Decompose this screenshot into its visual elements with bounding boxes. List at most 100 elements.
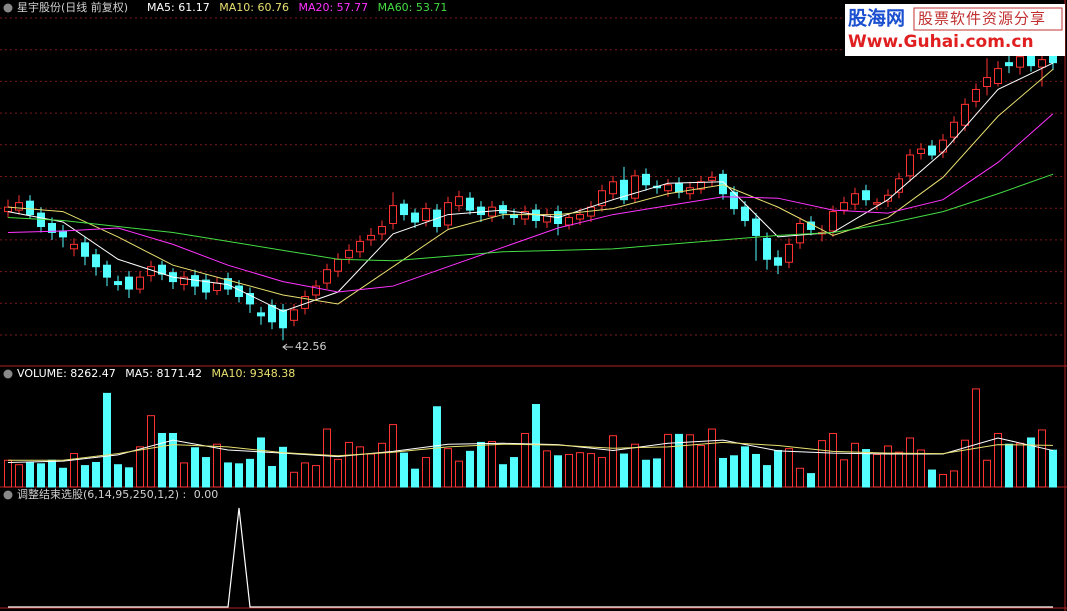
candle-body — [972, 88, 980, 102]
header-icon[interactable] — [3, 369, 13, 379]
volume-bar — [642, 459, 650, 488]
header-icon[interactable] — [3, 3, 13, 13]
volume-bar — [191, 447, 199, 488]
candle-body — [59, 230, 67, 238]
volume-bar — [675, 433, 683, 488]
indicator-line — [8, 507, 1053, 608]
volume-bar — [587, 453, 595, 488]
volume-bar — [114, 464, 122, 488]
volume-bar — [1049, 449, 1057, 488]
volume-bar — [598, 457, 606, 488]
volume-bar — [785, 448, 793, 488]
candle-body — [620, 179, 628, 201]
volume-bar — [664, 433, 672, 488]
volume-bar — [950, 470, 958, 488]
volume-bar — [763, 465, 771, 488]
volume-bar — [697, 445, 705, 488]
candle-body — [664, 184, 672, 192]
volume-bar — [235, 463, 243, 488]
candle-body — [719, 173, 727, 195]
volume-bar — [246, 458, 254, 488]
candle-body — [114, 281, 122, 286]
volume-bar — [774, 449, 782, 488]
legend-value: 8171.42 — [157, 367, 203, 380]
candle-body — [466, 197, 474, 211]
volume-bar — [653, 458, 661, 488]
watermark-logo: 股海网 — [848, 7, 905, 30]
volume-bar — [279, 446, 287, 488]
volume-bar — [411, 468, 419, 488]
volume-bar — [367, 453, 375, 488]
volume-bar — [510, 457, 518, 488]
volume-bar — [928, 469, 936, 488]
legend-value: 9348.38 — [250, 367, 296, 380]
legend-name: MA10: — [219, 1, 254, 14]
candle-body — [763, 237, 771, 260]
low-arrow-head — [282, 343, 288, 351]
candle-body — [950, 121, 958, 138]
volume-bar — [477, 441, 485, 488]
volume-bar — [103, 392, 111, 488]
legend-name: 调整结束选股(6,14,95,250,1,2) : — [17, 487, 186, 501]
legend-name: MA20: — [298, 1, 333, 14]
legend-name: MA5: — [147, 1, 175, 14]
header-icon[interactable] — [3, 490, 13, 500]
volume-bar — [1005, 443, 1013, 488]
candle-body — [312, 285, 320, 296]
volume-bar — [851, 442, 859, 488]
candle-body — [785, 243, 793, 263]
candle-body — [136, 276, 144, 290]
volume-bar — [807, 473, 815, 488]
volume-bar — [202, 457, 210, 488]
volume-bar — [323, 428, 331, 488]
candle-body — [521, 211, 529, 220]
legend-name: MA60: — [378, 1, 413, 14]
candle-body — [1038, 59, 1046, 68]
watermark-slogan: 股票软件资源分享 — [918, 10, 1046, 28]
volume-bar — [895, 451, 903, 488]
volume-bar — [356, 446, 364, 488]
volume-bar — [906, 437, 914, 488]
volume-legend: VOLUME: 8262.47 MA5: 8171.42 MA10: 9348.… — [17, 367, 295, 380]
candle-body — [939, 139, 947, 153]
volume-bar — [554, 455, 562, 488]
ma-line — [7, 68, 1054, 305]
candle-body — [334, 258, 342, 272]
volume-bar — [15, 464, 23, 488]
volume-bar — [576, 452, 584, 488]
candle-body — [829, 211, 837, 232]
candle-body — [741, 206, 749, 222]
legend-name: MA10: — [212, 367, 247, 380]
volume-bar — [532, 404, 540, 488]
legend-value: 57.77 — [337, 1, 369, 14]
legend-value: 53.71 — [416, 1, 448, 14]
candle-body — [895, 178, 903, 193]
ma-line — [8, 441, 1054, 461]
candle-body — [796, 223, 804, 244]
volume-bar — [125, 467, 133, 488]
volume-bar — [730, 455, 738, 488]
candle-body — [103, 264, 111, 278]
candle-body — [598, 190, 606, 207]
candle-body — [378, 225, 386, 235]
candle-body — [268, 304, 276, 323]
candle-body — [631, 175, 639, 199]
volume-bar — [884, 445, 892, 488]
volume-bar — [312, 465, 320, 488]
candle-body — [26, 200, 34, 216]
candle-body — [158, 264, 166, 275]
candle-body — [367, 234, 375, 241]
candle-body — [323, 269, 331, 284]
candle-body — [873, 202, 881, 205]
candle-body — [642, 173, 650, 186]
volume-bar — [257, 437, 265, 488]
candle-body — [202, 279, 210, 293]
candle-body — [356, 240, 364, 253]
volume-bar — [1038, 429, 1046, 488]
legend-value: 8262.47 — [70, 367, 116, 380]
volume-bar — [26, 461, 34, 488]
legend-value: 0.00 — [194, 488, 219, 501]
candle-body — [752, 218, 760, 236]
volume-bar — [444, 448, 452, 488]
volume-bar — [224, 462, 232, 488]
